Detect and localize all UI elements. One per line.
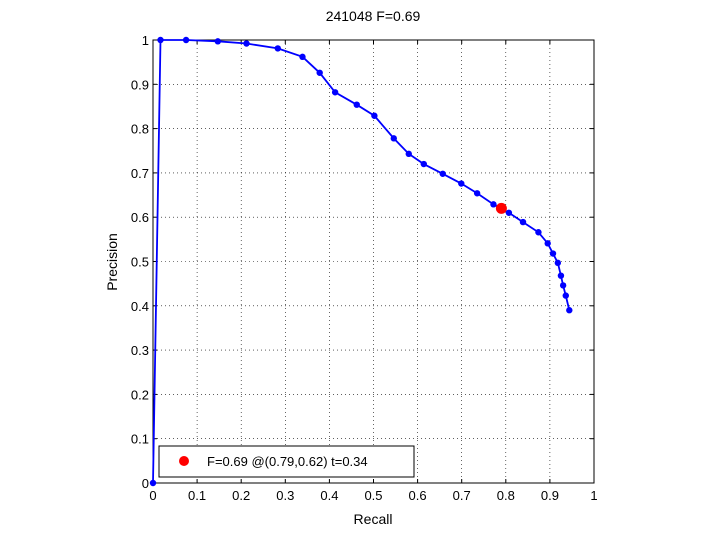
data-point [458,180,465,187]
data-point [557,272,565,279]
data-point [420,160,427,168]
data-point [544,240,551,247]
data-point [274,45,282,52]
best-f-point [495,202,507,214]
series-group [149,36,573,487]
data-point [554,259,562,267]
data-point [390,135,397,142]
x-tick-label: 0.7 [453,488,471,503]
chart-title: 241048 F=0.69 [326,8,421,24]
data-point [439,170,446,177]
x-tick-label: 0.8 [497,488,515,503]
data-point [316,69,323,76]
data-point [562,292,569,299]
data-point [149,479,157,487]
y-tick-label: 0 [142,476,149,491]
y-tick-label: 0.7 [131,166,149,181]
data-point [566,307,573,314]
series-line [152,39,571,484]
y-tick-label: 0.6 [131,210,149,225]
data-point [535,229,542,236]
y-tick-label: 0.2 [131,387,149,402]
data-point [559,282,567,289]
data-point [353,101,360,108]
x-tick-label: 0.2 [232,488,250,503]
y-tick-label: 0.1 [131,432,149,447]
data-point [243,40,250,47]
data-point [157,36,164,44]
x-axis-label: Recall [354,511,393,527]
y-tick-label: 0.5 [131,255,149,270]
x-tick-label: 0.1 [188,488,206,503]
data-point [519,218,527,226]
x-tick-label: 0 [149,488,156,503]
x-tick-label: 0.4 [320,488,338,503]
y-tick-label: 0.3 [131,343,149,358]
y-axis-label: Precision [104,233,120,291]
grid [153,40,594,483]
legend-marker [179,456,189,466]
data-point [405,150,412,158]
data-point [371,112,378,119]
data-point [331,89,339,96]
data-point [549,250,557,257]
x-tick-label: 0.5 [364,488,382,503]
x-tick-label: 0.3 [276,488,294,503]
y-tick-label: 0.4 [131,299,149,314]
x-tick-label: 0.9 [541,488,559,503]
legend-text: F=0.69 @(0.79,0.62) t=0.34 [207,454,368,469]
y-tick-label: 0.8 [131,122,149,137]
legend-box [158,445,415,478]
ticks: 0 0.1 0.2 0.3 0.4 0.5 0.6 0.7 0.8 0.9 1 0 0.1 0.2 0.3 0… [131,33,598,503]
data-point [505,209,513,216]
data-point [490,201,497,208]
data-point [299,53,306,61]
data-point [214,38,222,45]
data-point [182,36,190,44]
x-tick-label: 1 [590,488,597,503]
legend: F=0.69 @(0.79,0.62) t=0.34 [158,445,415,478]
y-tick-label: 1 [142,33,149,48]
data-point [473,190,481,197]
y-tick-label: 0.9 [131,77,149,92]
x-tick-label: 0.6 [409,488,427,503]
